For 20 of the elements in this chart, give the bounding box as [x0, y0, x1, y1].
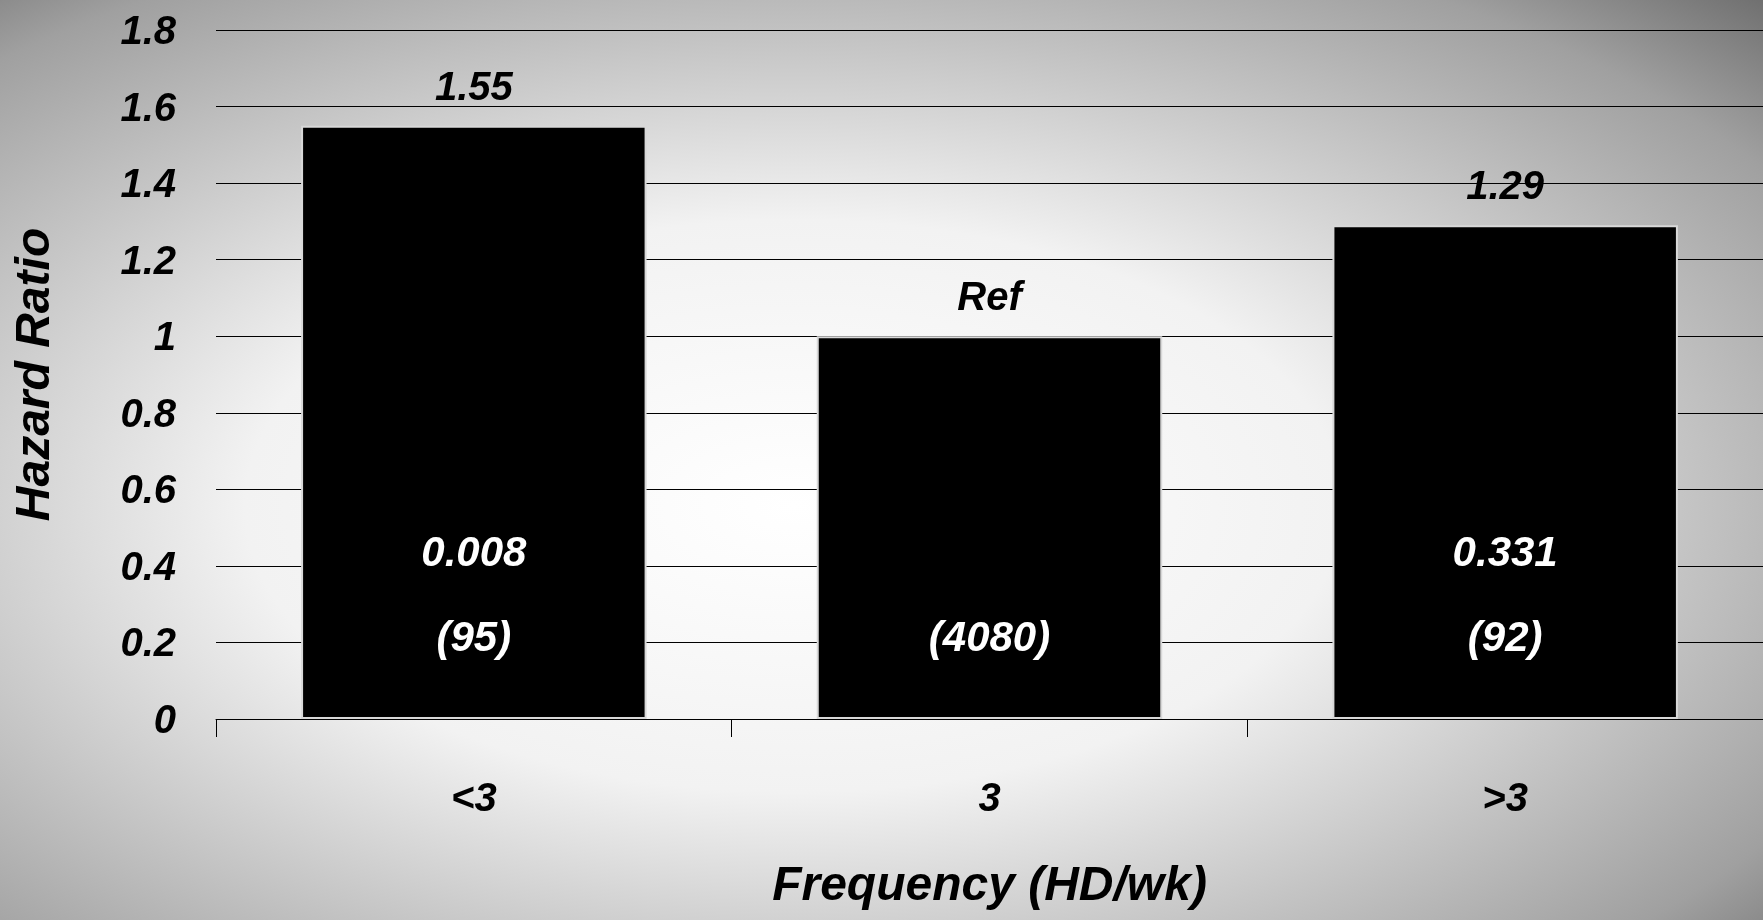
annotation: (4080) [928, 613, 1051, 660]
x-tick-label: >3 [1482, 775, 1528, 819]
data-label: Ref [957, 274, 1026, 319]
y-tick-label: 0.4 [120, 543, 176, 588]
y-tick-label: 1.8 [120, 8, 177, 52]
y-tick-label: 0 [153, 697, 176, 741]
y-tick-label: 1 [153, 314, 176, 359]
y-tick-label: 0.8 [120, 390, 177, 435]
x-tick-label: <3 [451, 775, 497, 819]
x-axis-title: Frequency (HD/wk) [772, 856, 1207, 910]
y-tick-label: 1.6 [120, 84, 177, 129]
y-tick-label: 0.6 [120, 467, 177, 512]
annotation: 0.008 (95) [421, 528, 528, 660]
y-tick-label: 1.2 [120, 237, 176, 282]
data-label: 1.55 [434, 63, 514, 108]
y-axis-title: Hazard Ratio [5, 227, 59, 522]
y-tick-label: 1.4 [120, 161, 176, 206]
annotation: 0.331 (92) [1452, 528, 1558, 660]
x-tick-label: 3 [978, 775, 1001, 819]
y-tick-label: 0.2 [120, 620, 176, 665]
